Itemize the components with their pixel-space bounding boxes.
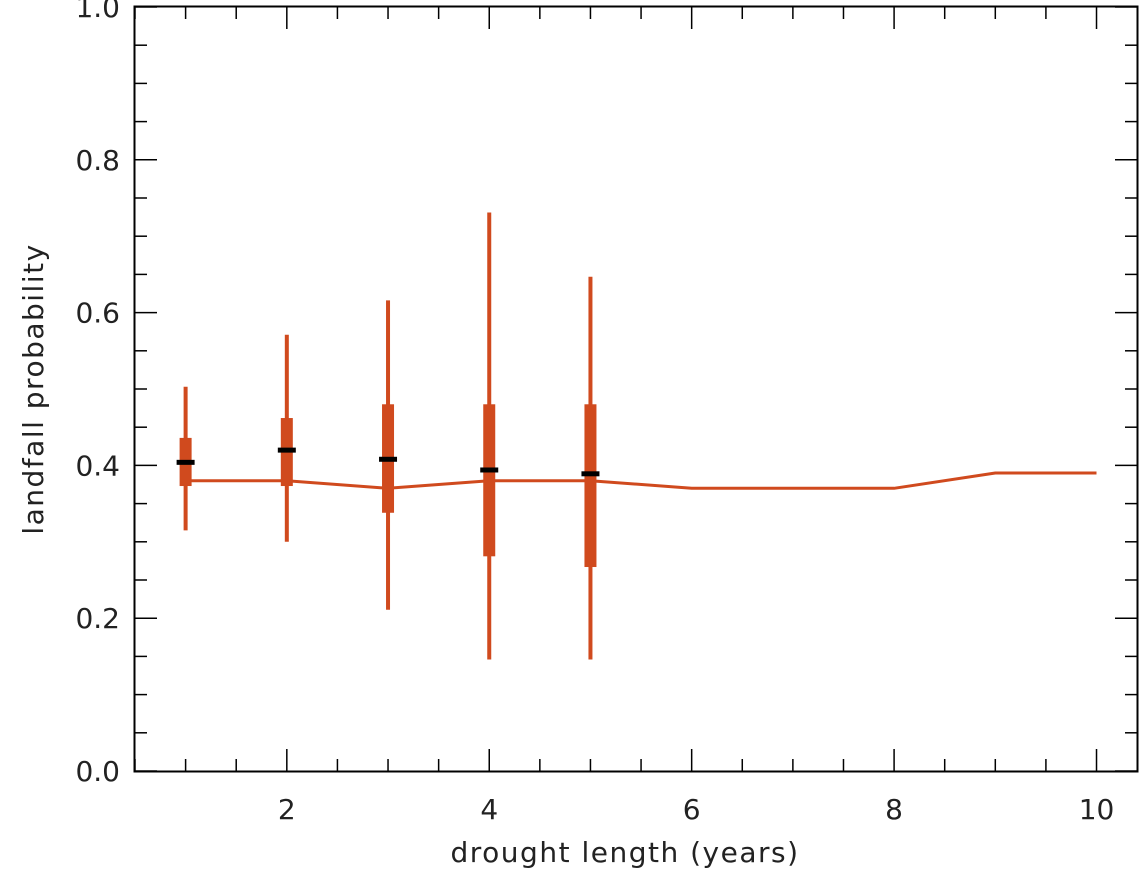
tick-labels: 2 4 6 8 10 0.0 0.2 0.4 0.6 0.8 1.0 (75, 0, 1114, 826)
y-tick-label: 0.8 (75, 144, 120, 177)
y-tick-label: 1.0 (75, 0, 120, 24)
y-tick-label: 0.6 (75, 297, 120, 330)
y-axis-label: landfall probability (17, 243, 50, 534)
x-tick-label: 8 (885, 793, 903, 826)
x-axis-label: drought length (years) (451, 836, 800, 869)
x-tick-label: 2 (278, 793, 296, 826)
x-tick-label: 4 (480, 793, 498, 826)
y-tick-label: 0.4 (75, 449, 120, 482)
boxplot-box (483, 404, 496, 557)
series-line (185, 471, 1097, 490)
boxplot-box (584, 404, 597, 568)
y-tick-label: 0.0 (75, 755, 120, 788)
axis-ticks (134, 6, 1137, 772)
x-tick-label: 10 (1079, 793, 1115, 826)
series-line-layer (185, 471, 1097, 490)
x-tick-label: 6 (683, 793, 701, 826)
boxplot-median (277, 447, 296, 453)
boxplot-median (581, 471, 600, 477)
boxplot-median (176, 459, 195, 465)
boxplot-median (379, 456, 398, 462)
y-tick-label: 0.2 (75, 602, 120, 635)
boxplot-layer (176, 212, 600, 660)
boxplot-median (480, 467, 499, 473)
plot-frame (133, 5, 1139, 773)
